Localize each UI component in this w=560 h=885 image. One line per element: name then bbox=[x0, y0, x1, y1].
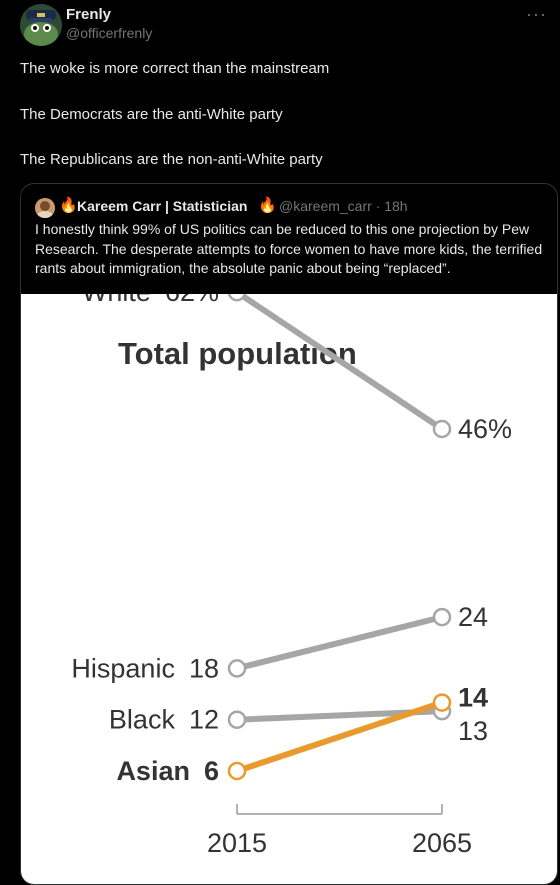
data-point-asian-end bbox=[432, 693, 452, 712]
fire-icon: 🔥 bbox=[59, 197, 78, 214]
more-options-icon[interactable]: ··· bbox=[526, 4, 547, 24]
post-line: The woke is more correct than the mainst… bbox=[20, 60, 330, 77]
quoted-post[interactable]: 🔥 Kareem Carr | Statistician 🔥 @kareem_c… bbox=[20, 183, 558, 885]
series-line-asian bbox=[234, 699, 445, 774]
series-name-label: Hispanic bbox=[71, 653, 175, 683]
series-line-white bbox=[234, 294, 445, 432]
end-value-label: 14 bbox=[458, 683, 488, 713]
start-value-label: 12 bbox=[189, 705, 219, 735]
quoted-author-avatar[interactable] bbox=[35, 198, 55, 218]
series-line-hispanic bbox=[234, 614, 445, 672]
post-line: The Democrats are the anti-White party bbox=[20, 105, 283, 123]
author-handle[interactable]: @officerfrenly bbox=[66, 25, 153, 41]
quoted-post-text: I honestly think 99% of US politics can … bbox=[35, 221, 543, 276]
data-point-black-start bbox=[227, 710, 247, 729]
x-tick-label: 2015 bbox=[207, 828, 267, 858]
author-avatar[interactable] bbox=[20, 4, 62, 46]
data-point-hispanic-start bbox=[227, 659, 247, 678]
quoted-handle-time[interactable]: @kareem_carr · 18h bbox=[279, 198, 408, 214]
chart-image[interactable]: Total population White 62% 46% Hispanic 18 24… bbox=[21, 294, 557, 884]
data-point-hispanic-end bbox=[432, 607, 452, 627]
data-point-white-start bbox=[227, 294, 247, 302]
start-value-label: 18 bbox=[189, 653, 219, 683]
data-point-white-end bbox=[432, 419, 452, 439]
post-line: The Republicans are the non-anti-White p… bbox=[20, 151, 323, 168]
x-tick-label: 2065 bbox=[412, 828, 472, 858]
population-chart: Total population White 62% 46% Hispanic 18 24… bbox=[71, 294, 512, 858]
quoted-author-name[interactable]: Kareem Carr | Statistician bbox=[77, 198, 248, 214]
end-value-label: 13 bbox=[458, 716, 488, 746]
end-value-label: 46% bbox=[458, 414, 512, 444]
author-name[interactable]: Frenly bbox=[66, 6, 112, 23]
end-value-label: 24 bbox=[458, 602, 488, 632]
fire-icon: 🔥 bbox=[258, 197, 277, 214]
start-value-label: 6 bbox=[204, 756, 219, 786]
start-value-label: 62% bbox=[165, 294, 219, 307]
data-point-asian-start bbox=[227, 761, 247, 781]
post-text: The woke is more correct than the mainst… bbox=[20, 58, 540, 172]
series-name-label: Black bbox=[109, 705, 176, 735]
series-name-label: White bbox=[82, 294, 151, 307]
chart-title: Total population bbox=[118, 336, 357, 371]
series-name-label: Asian bbox=[116, 756, 190, 786]
